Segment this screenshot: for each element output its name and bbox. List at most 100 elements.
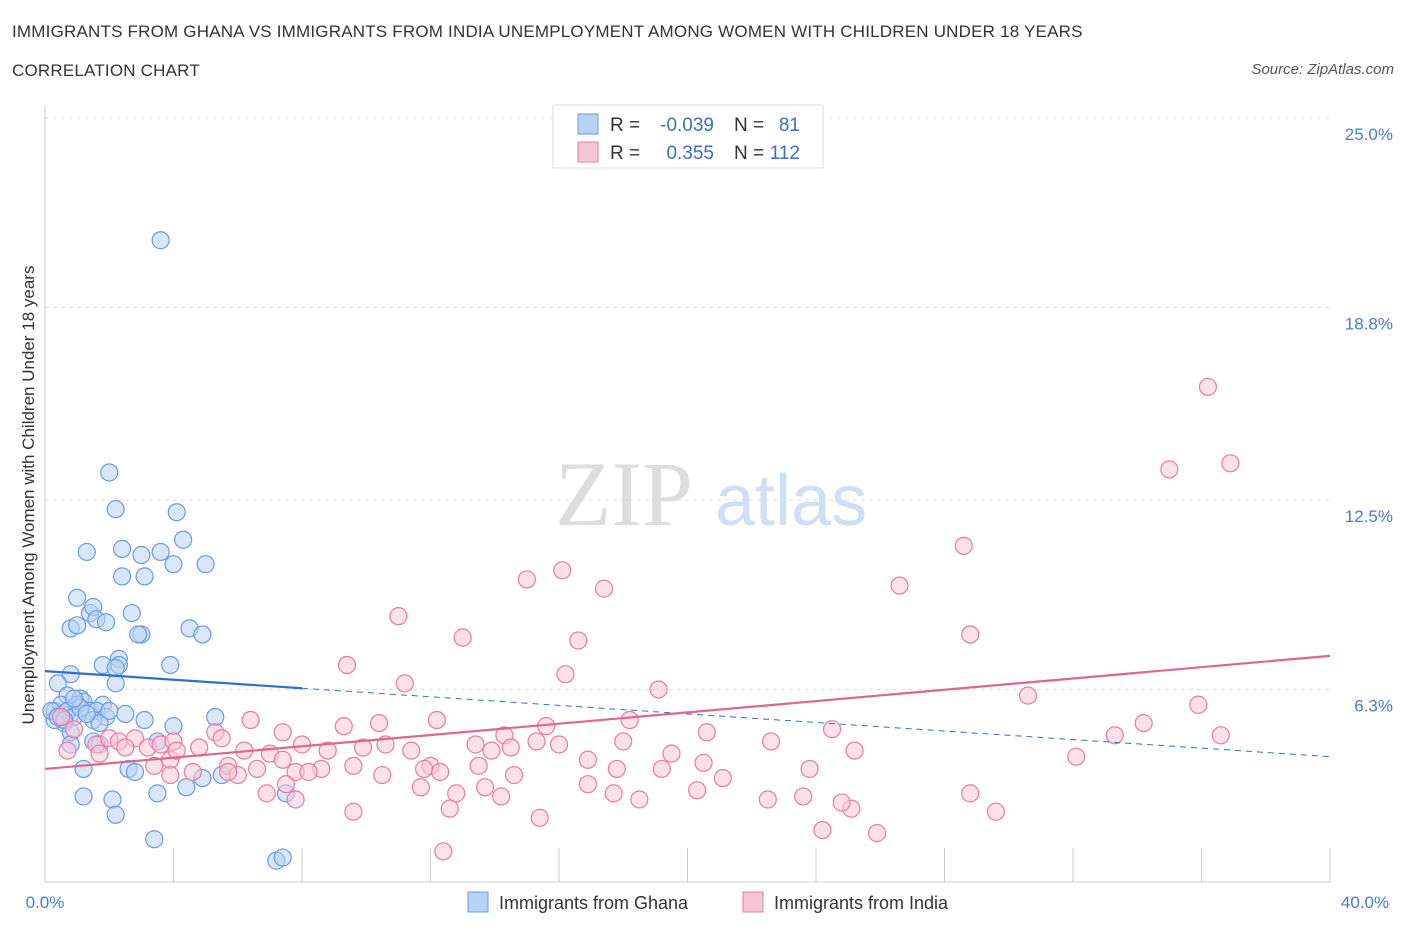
- india-point-72: [469, 756, 488, 775]
- y-tick-label-2: 18.8%: [1345, 314, 1393, 333]
- india-point-77: [713, 768, 732, 788]
- ghana-point-79: [100, 701, 119, 720]
- india-point-91: [476, 778, 495, 797]
- india-point-83: [167, 741, 186, 760]
- india-point-95: [630, 790, 649, 809]
- india-point-20: [273, 723, 292, 742]
- ghana-point-5: [112, 539, 132, 558]
- india-point-110: [161, 765, 180, 785]
- ghana-point-50: [90, 713, 109, 733]
- india-point-76: [694, 753, 713, 772]
- x-tick-min: 0.0%: [26, 893, 65, 912]
- india-point-45: [273, 750, 292, 769]
- legend-ghana-n-label: N =: [734, 115, 764, 136]
- ghana-point-62: [125, 762, 145, 782]
- legend-india-n-label: N =: [734, 143, 764, 164]
- india-point-92: [492, 787, 511, 806]
- ghana-point-54: [206, 707, 225, 727]
- india-point-82: [116, 738, 135, 757]
- axes: [44, 105, 1331, 883]
- ghana-point-0: [151, 231, 170, 250]
- india-point-48: [353, 738, 373, 757]
- legend-ghana-r-value: -0.039: [660, 115, 714, 136]
- ghana-point-65: [74, 787, 93, 806]
- india-point-4: [517, 570, 536, 589]
- india-point-96: [688, 781, 707, 800]
- legend-india-r-label: R =: [610, 143, 640, 164]
- india-point-8: [389, 607, 408, 626]
- india-point-32: [64, 720, 84, 739]
- india-point-27: [697, 723, 716, 742]
- ghana-point-60: [74, 759, 93, 779]
- legend-india-swatch: [577, 141, 599, 163]
- india-point-59: [662, 744, 681, 763]
- india-point-54: [501, 738, 520, 757]
- x-tick-max: 40.0%: [1341, 893, 1389, 912]
- india-point-74: [607, 759, 626, 779]
- ghana-point-2: [106, 500, 125, 519]
- ghana-point-66: [103, 790, 122, 809]
- india-point-21: [334, 717, 353, 736]
- ghana-point-18: [122, 603, 141, 623]
- ghana-point-51: [116, 704, 135, 724]
- india-point-56: [549, 735, 569, 754]
- watermark: ZIP atlas: [555, 443, 867, 545]
- india-point-46: [292, 735, 312, 754]
- india-point-52: [466, 735, 485, 754]
- y-tick-label-0: 6.3%: [1354, 696, 1393, 715]
- bottom-legend-ghana-swatch: [467, 891, 489, 913]
- india-point-78: [800, 759, 819, 779]
- bottom-legend-india-label: Immigrants from India: [774, 893, 949, 913]
- india-point-73: [504, 765, 524, 785]
- india-point-58: [614, 732, 633, 751]
- india-point-30: [1105, 726, 1124, 745]
- india-point-105: [832, 793, 851, 812]
- india-point-70: [414, 759, 434, 779]
- ghana-point-13: [68, 588, 87, 607]
- india-point-88: [276, 775, 296, 794]
- india-point-50: [402, 741, 421, 760]
- ghana-point-31: [48, 674, 67, 693]
- ghana-point-28: [106, 658, 125, 678]
- india-point-40: [190, 738, 209, 757]
- y-tick-label-3: 25.0%: [1345, 125, 1393, 144]
- india-point-9: [453, 628, 472, 647]
- india-point-79: [1067, 747, 1086, 766]
- source-label: Source: ZipAtlas.com: [1251, 61, 1394, 78]
- india-point-15: [649, 680, 668, 699]
- ghana-point-71: [145, 830, 164, 849]
- india-point-26: [620, 710, 639, 730]
- india-point-22: [370, 713, 389, 733]
- ghana-point-9: [164, 555, 183, 574]
- ghana-trend-line: [44, 670, 303, 690]
- india-point-55: [527, 732, 546, 751]
- india-point-107: [986, 802, 1006, 821]
- ghana-point-68: [177, 778, 196, 797]
- india-point-29: [1211, 726, 1230, 745]
- ghana-point-80: [64, 689, 84, 708]
- y-tick-labels: 6.3% 12.5% 18.8% 25.0%: [1345, 125, 1393, 715]
- y-axis-label: Unemployment Among Women with Children U…: [19, 266, 38, 725]
- india-point-93: [578, 775, 598, 794]
- india-point-3: [954, 536, 973, 555]
- india-point-2: [1221, 454, 1240, 473]
- india-point-0: [1198, 377, 1218, 397]
- india-point-18: [1134, 713, 1153, 733]
- bottom-legend-india-swatch: [742, 891, 764, 913]
- india-point-62: [145, 756, 164, 775]
- legend-ghana-swatch: [577, 113, 599, 135]
- ghana-point-78: [77, 704, 96, 724]
- grid-lines: [45, 117, 1330, 690]
- india-trend-line: [44, 654, 1331, 771]
- ghana-point-20: [68, 616, 87, 635]
- ghana-point-3: [167, 503, 186, 522]
- ghana-point-10: [196, 555, 215, 574]
- india-point-61: [845, 741, 864, 760]
- india-point-6: [594, 579, 614, 598]
- india-point-42: [212, 729, 231, 748]
- india-point-60: [761, 732, 781, 751]
- india-point-7: [890, 576, 909, 595]
- ghana-point-6: [132, 545, 151, 565]
- india-point-65: [247, 759, 267, 779]
- series-india-points: [51, 377, 1240, 861]
